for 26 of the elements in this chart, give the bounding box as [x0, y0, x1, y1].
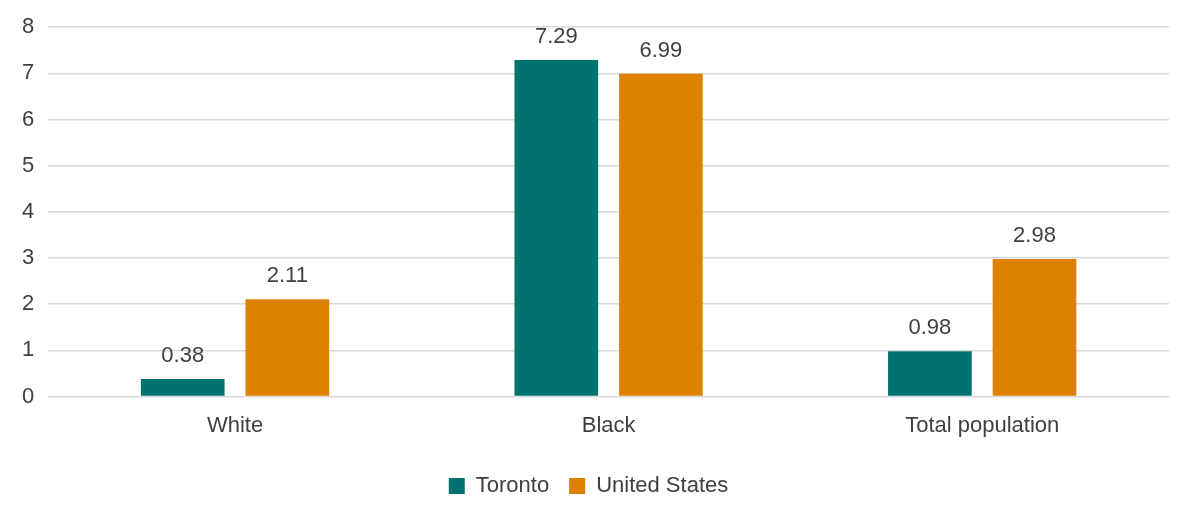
y-tick-label: 6 — [21, 105, 35, 131]
data-label: 0.38 — [161, 342, 205, 368]
y-tick-label: 2 — [21, 290, 35, 316]
y-tick-label: 0 — [21, 382, 35, 408]
bar — [514, 59, 599, 396]
bar — [245, 299, 330, 396]
y-tick-label: 1 — [21, 336, 35, 362]
data-label: 2.98 — [1013, 222, 1056, 248]
data-label: 6.99 — [639, 36, 683, 62]
x-tick-label: Total population — [905, 411, 1060, 437]
y-tick-label: 7 — [21, 59, 35, 85]
bar — [619, 73, 703, 396]
bar — [992, 259, 1077, 396]
legend-label: United States — [596, 472, 729, 498]
bar — [888, 351, 972, 396]
x-tick-label: White — [206, 411, 264, 437]
legend-label: Toronto — [475, 472, 550, 498]
data-label: 7.29 — [534, 23, 578, 49]
y-tick-label: 5 — [21, 151, 35, 177]
x-tick-label: Black — [581, 411, 637, 437]
y-tick-label: 8 — [21, 13, 35, 39]
bar — [140, 379, 225, 396]
y-tick-label: 4 — [21, 197, 35, 223]
y-tick-label: 3 — [21, 244, 35, 270]
data-label: 2.11 — [266, 262, 308, 288]
data-label: 0.98 — [908, 314, 952, 340]
